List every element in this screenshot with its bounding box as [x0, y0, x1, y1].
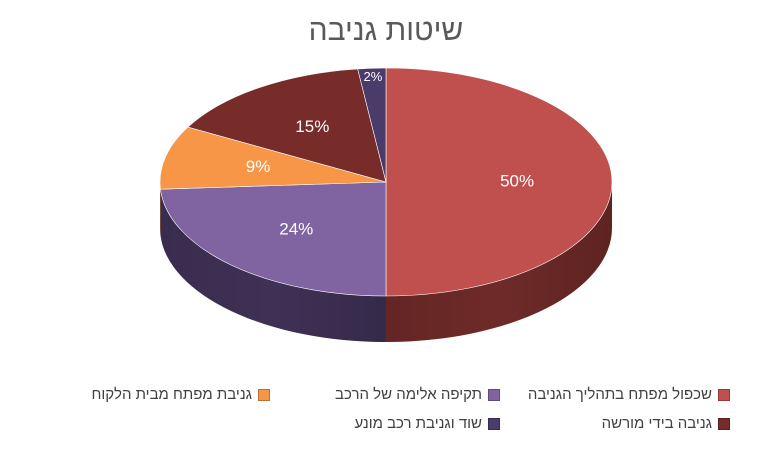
pie-data-label-4: 2% [364, 69, 383, 84]
legend-item-3: גניבה בידי מורשה [500, 415, 730, 432]
legend-item-0: שכפול מפתח בתהליך הגניבה [500, 386, 730, 403]
pie-data-label-3: 15% [295, 117, 329, 136]
legend-label-4: שוד וגניבת רכב מונע [354, 415, 482, 432]
pie-data-label-0: 50% [500, 171, 534, 190]
pie-data-label-2: 9% [246, 157, 271, 176]
legend-item-1: תקיפה אלימה של הרכב [270, 386, 500, 403]
pie-slice-1[interactable] [160, 181, 387, 297]
legend-swatch-4 [488, 417, 500, 430]
legend-label-2: גניבת מפתח מבית הלקוח [91, 386, 252, 403]
legend-swatch-1 [488, 388, 500, 401]
pie-slice-4[interactable] [357, 67, 387, 183]
pie-data-labels: 50% 24% 9% 15% 2% [246, 69, 534, 239]
pie-side-walls [160, 182, 612, 342]
pie-side-shade-1 [160, 189, 386, 342]
legend-label-1: תקיפה אלימה של הרכב [335, 386, 482, 403]
legend-swatch-2 [258, 388, 270, 401]
pie-chart: 50% 24% 9% 15% 2% [159, 67, 613, 342]
pie-side-shade-0 [386, 182, 612, 342]
chart-title: שיטות גניבה [308, 14, 464, 47]
pie-slice-0[interactable] [385, 67, 613, 297]
legend-item-4: שוד וגניבת רכב מונע [270, 415, 500, 432]
legend-swatch-3 [718, 417, 730, 430]
legend-swatch-0 [718, 388, 730, 401]
legend-label-3: גניבה בידי מורשה [601, 415, 712, 432]
pie-slice-3[interactable] [187, 68, 387, 183]
chart-legend: שכפול מפתח בתהליך הגניבה תקיפה אלימה של ה… [40, 386, 730, 432]
pie-data-label-1: 24% [279, 220, 313, 239]
pie-slice-2[interactable] [159, 126, 387, 190]
pie-slices [159, 67, 613, 297]
legend-item-2: גניבת מפתח מבית הלקוח [40, 386, 270, 403]
legend-label-0: שכפול מפתח בתהליך הגניבה [527, 386, 712, 403]
